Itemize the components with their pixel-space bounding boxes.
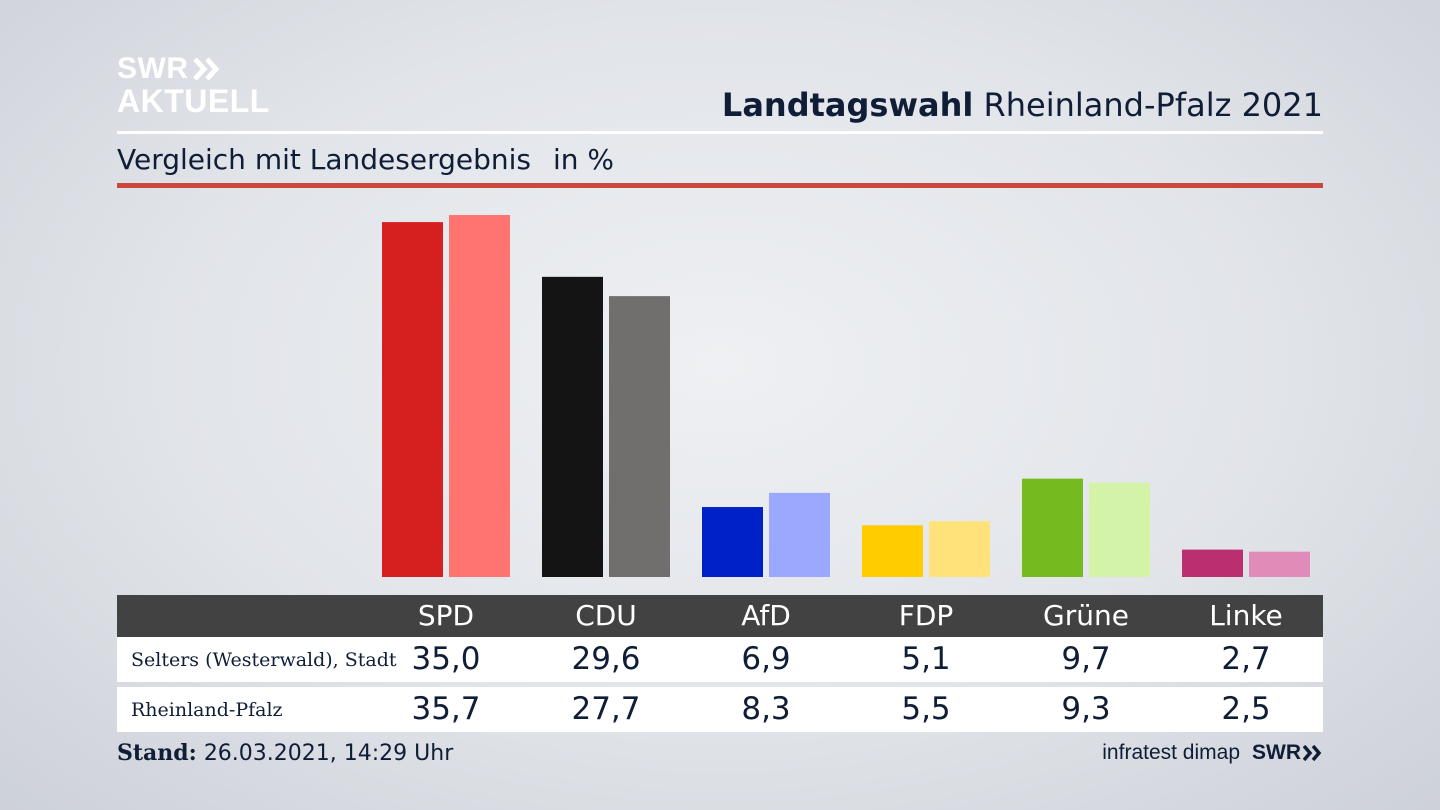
stand-value: 26.03.2021, 14:29 Uhr bbox=[203, 741, 454, 766]
value-local-fdp: 5,1 bbox=[901, 641, 951, 677]
category-label-fdp: FDP bbox=[898, 599, 954, 632]
value-state-cdu: 27,7 bbox=[571, 691, 641, 727]
bar-local-afd bbox=[702, 507, 763, 577]
category-label-afd: AfD bbox=[741, 599, 791, 632]
swr-aktuell-logo: SWR AKTUELL bbox=[117, 52, 270, 119]
value-local-cdu: 29,6 bbox=[571, 641, 641, 677]
double-chevron-small-icon bbox=[1303, 745, 1322, 761]
accent-rule bbox=[117, 183, 1323, 188]
value-state-spd: 35,7 bbox=[411, 691, 481, 727]
bar-state-cdu bbox=[609, 296, 670, 577]
value-state-linke: 2,5 bbox=[1221, 691, 1271, 727]
results-table: SPD CDU AfD FDP Grüne Linke Selters (Westerwa… bbox=[117, 595, 1323, 732]
bar-local-fdp bbox=[862, 525, 923, 577]
title-bold: Landtagswahl bbox=[721, 86, 974, 124]
value-state-grüne: 9,3 bbox=[1061, 691, 1111, 727]
source-label: infratest dimap bbox=[1102, 741, 1240, 764]
category-label-spd: SPD bbox=[417, 599, 475, 632]
swr-brand: SWR bbox=[1252, 741, 1323, 765]
value-local-grüne: 9,7 bbox=[1061, 641, 1111, 677]
stand-label: Stand: bbox=[117, 740, 197, 766]
chart-subtitle: Vergleich mit Landesergebnis in % bbox=[117, 143, 614, 176]
row-label-state: Rheinland-Pfalz bbox=[131, 699, 283, 721]
bar-local-linke bbox=[1182, 549, 1243, 577]
logo-line1: SWR bbox=[117, 52, 189, 85]
category-label-grüne: Grüne bbox=[1043, 599, 1129, 632]
bar-state-linke bbox=[1249, 551, 1310, 577]
bar-local-grüne bbox=[1022, 478, 1083, 577]
swr-brand-text: SWR bbox=[1252, 741, 1301, 764]
unit-label: in % bbox=[552, 143, 615, 176]
subtitle-text: Vergleich mit Landesergebnis bbox=[117, 143, 531, 176]
title-rest: Rheinland-Pfalz 2021 bbox=[983, 86, 1323, 124]
logo-line2: AKTUELL bbox=[117, 83, 270, 119]
title-divider bbox=[117, 131, 1323, 134]
bar-local-cdu bbox=[542, 276, 603, 577]
category-label-cdu: CDU bbox=[575, 599, 637, 632]
bar-chart bbox=[382, 215, 1310, 578]
bar-local-spd bbox=[382, 222, 443, 578]
chart-title: Landtagswahl Rheinland-Pfalz 2021 bbox=[722, 86, 1323, 124]
timestamp: Stand: 26.03.2021, 14:29 Uhr bbox=[117, 740, 453, 766]
table-row-state: Rheinland-Pfalz 35,7 27,7 8,3 5,5 9,3 2,5 bbox=[117, 687, 1323, 732]
table-header-row: SPD CDU AfD FDP Grüne Linke bbox=[117, 595, 1323, 637]
value-state-fdp: 5,5 bbox=[901, 691, 951, 727]
double-chevron-icon bbox=[192, 57, 219, 81]
bar-state-spd bbox=[449, 215, 510, 577]
value-local-linke: 2,7 bbox=[1221, 641, 1271, 677]
value-state-afd: 8,3 bbox=[741, 691, 791, 727]
source-credit: infratest dimap SWR bbox=[1102, 741, 1323, 765]
value-local-spd: 35,0 bbox=[411, 641, 481, 677]
bar-state-grüne bbox=[1089, 482, 1150, 577]
bar-state-fdp bbox=[929, 521, 990, 577]
bar-state-afd bbox=[769, 492, 830, 577]
category-label-linke: Linke bbox=[1209, 599, 1283, 632]
value-local-afd: 6,9 bbox=[741, 641, 791, 677]
table-row-local: Selters (Westerwald), Stadt 35,0 29,6 6,9 5… bbox=[117, 637, 1323, 682]
row-label-local: Selters (Westerwald), Stadt bbox=[131, 649, 397, 671]
